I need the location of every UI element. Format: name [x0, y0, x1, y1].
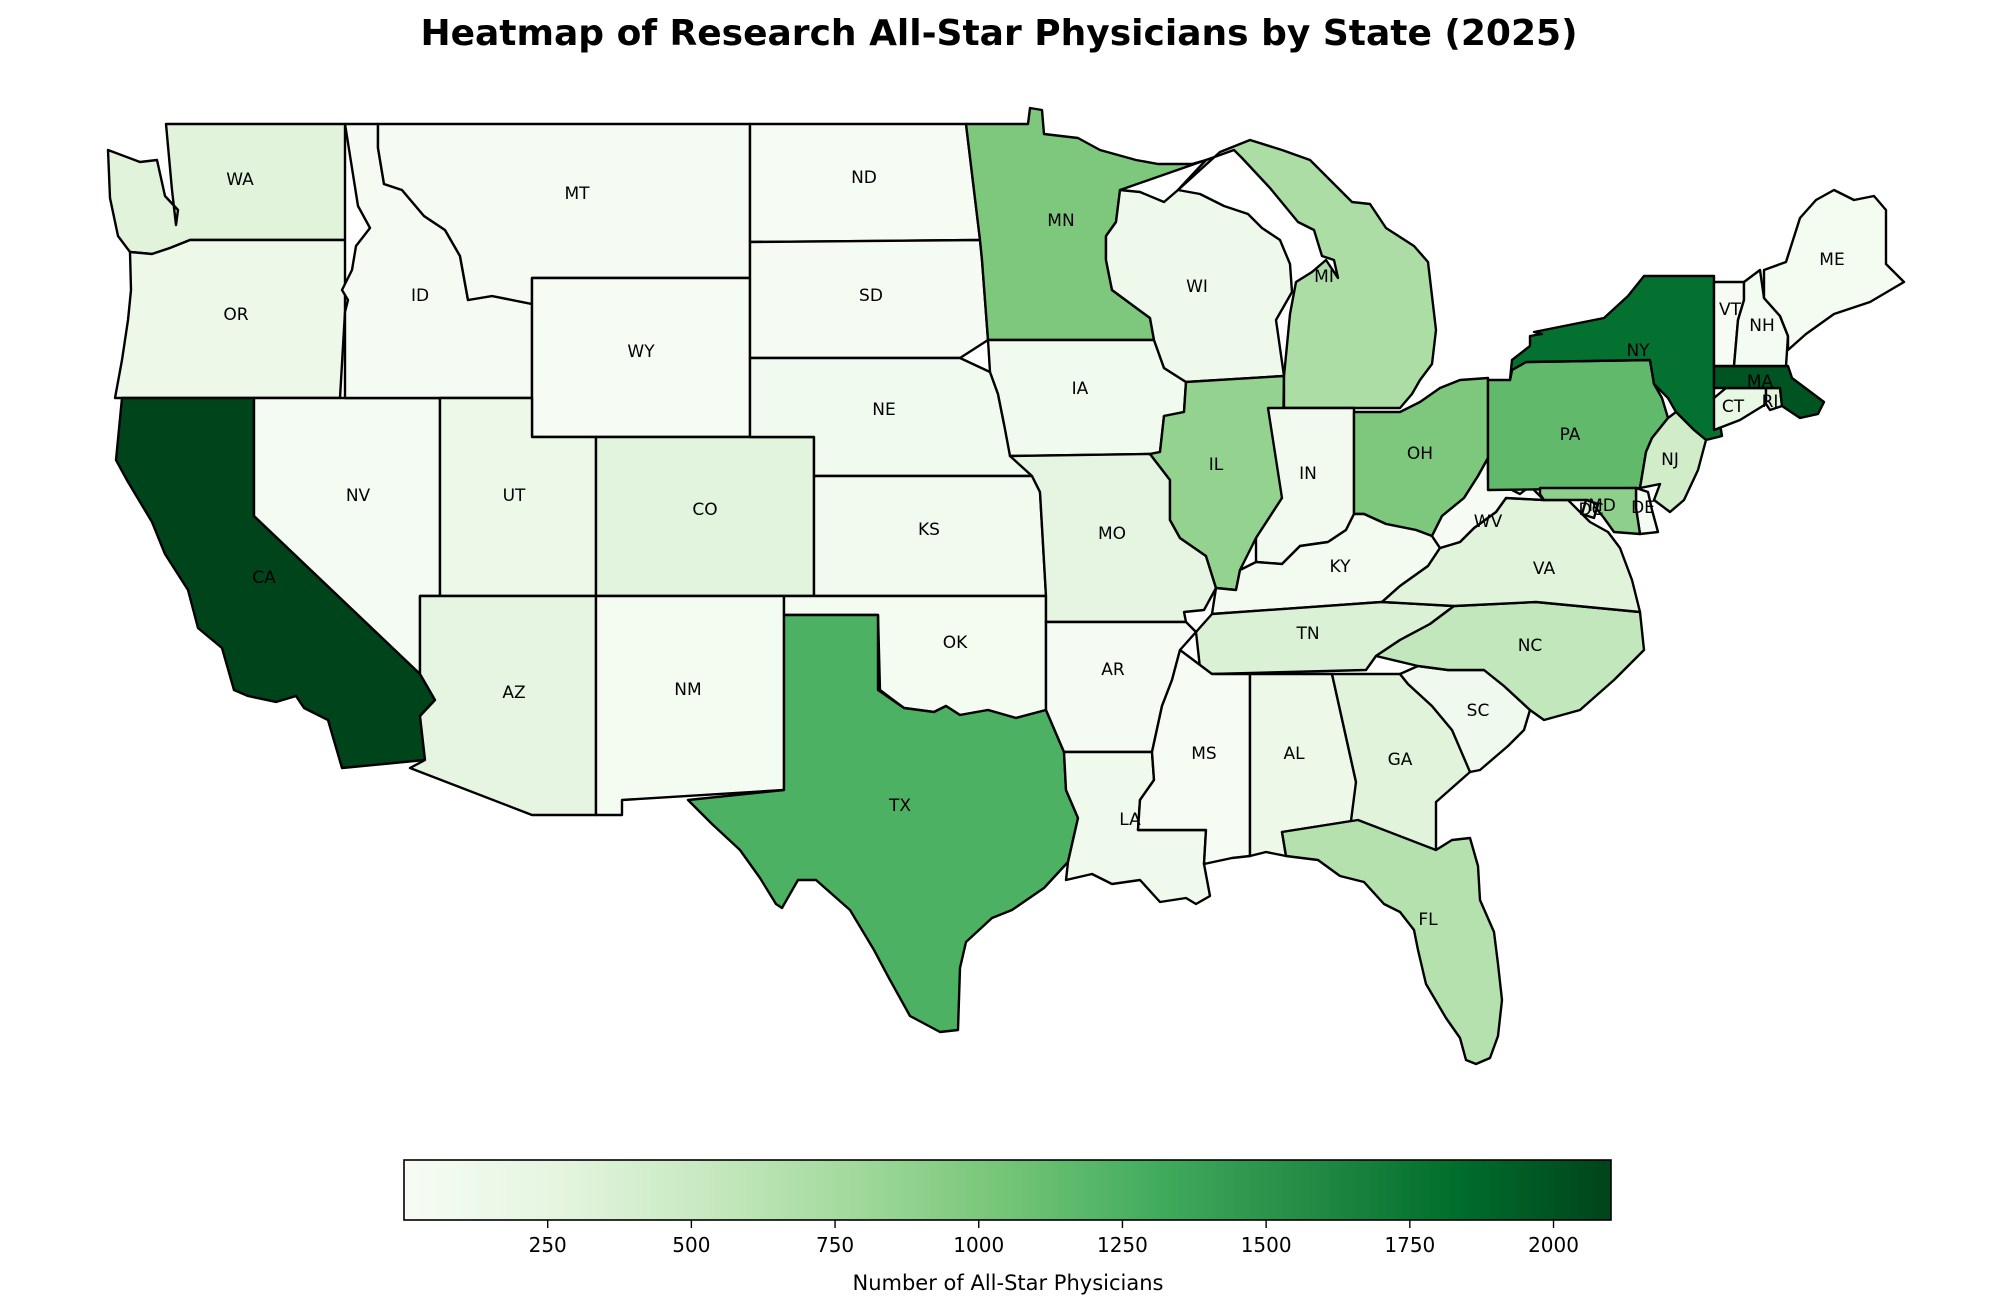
state-nh [1732, 268, 1790, 368]
state-label-dc: DC [1579, 500, 1604, 520]
state-label-ca: CA [252, 568, 276, 588]
colorbar-tick-label: 500 [672, 1233, 710, 1257]
state-dc [1580, 498, 1600, 520]
state-label-ct: CT [1722, 397, 1745, 417]
state-label-al: AL [1283, 744, 1305, 764]
state-nm [594, 594, 786, 817]
state-label-mi: MI [1314, 267, 1334, 287]
colorbar-tick-label: 1000 [953, 1233, 1004, 1257]
state-or [113, 238, 347, 400]
state-label-ky: KY [1330, 557, 1352, 577]
state-label-nm: NM [674, 680, 701, 700]
state-label-nh: NH [1749, 316, 1775, 336]
state-label-nv: NV [346, 486, 371, 506]
state-label-ga: GA [1388, 750, 1413, 770]
colorbar-tick-label: 1750 [1384, 1233, 1435, 1257]
state-label-va: VA [1533, 559, 1556, 579]
colorbar-tick-label: 1500 [1241, 1233, 1292, 1257]
state-label-de: DE [1631, 498, 1655, 518]
states-layer [106, 106, 1906, 1066]
state-ma [1712, 364, 1826, 420]
state-md [1538, 486, 1642, 536]
state-label-sc: SC [1467, 701, 1490, 721]
state-label-ks: KS [918, 520, 940, 540]
state-label-sd: SD [859, 286, 883, 306]
state-label-il: IL [1209, 455, 1224, 475]
state-wi [1104, 188, 1294, 384]
state-label-me: ME [1819, 250, 1844, 270]
state-label-co: CO [692, 500, 717, 520]
state-label-mt: MT [564, 184, 590, 204]
state-label-ms: MS [1191, 744, 1216, 764]
state-label-or: OR [223, 305, 248, 325]
state-label-ri: RI [1762, 392, 1779, 412]
colorbar-tick-label: 2000 [1528, 1233, 1579, 1257]
state-label-ny: NY [1626, 341, 1650, 361]
state-label-wa: WA [226, 170, 254, 190]
colorbar-label: Number of All-Star Physicians [853, 1271, 1164, 1295]
chart-title: Heatmap of Research All-Star Physicians … [420, 13, 1577, 54]
state-label-nd: ND [851, 168, 877, 188]
state-tx [686, 613, 1080, 1034]
colorbar-tick-label: 250 [529, 1233, 567, 1257]
state-label-ne: NE [872, 400, 895, 420]
state-label-nj: NJ [1661, 450, 1679, 470]
state-label-ok: OK [943, 633, 968, 653]
colorbar: 250 500 750 1000 1250 1500 1750 2000 Number of … [403, 1159, 1612, 1295]
state-label-wi: WI [1186, 277, 1208, 297]
state-label-in: IN [1299, 464, 1317, 484]
state-label-ut: UT [503, 486, 526, 506]
state-fl [1280, 818, 1504, 1066]
colorbar-ticks: 250 500 750 1000 1250 1500 1750 2000 [529, 1220, 1579, 1257]
state-ms [1136, 648, 1252, 866]
state-az [408, 594, 598, 817]
state-label-ia: IA [1072, 379, 1089, 399]
colorbar-tick-label: 1250 [1097, 1233, 1148, 1257]
state-label-mo: MO [1098, 524, 1126, 544]
state-label-oh: OH [1407, 444, 1433, 464]
state-me [1762, 188, 1906, 352]
state-labels-layer: WA OR CA NV ID MT WY UT AZ CO NM ND SD NE KS OK TX MN IA MO… [223, 168, 1844, 930]
state-label-vt: VT [1719, 300, 1742, 320]
state-label-md: MD [1588, 496, 1616, 516]
state-label-az: AZ [502, 683, 525, 703]
state-label-tn: TN [1295, 624, 1319, 644]
colorbar-gradient [403, 1159, 1612, 1221]
state-label-ar: AR [1101, 660, 1125, 680]
state-label-wv: WV [1474, 512, 1503, 532]
state-label-nc: NC [1518, 636, 1543, 656]
state-nj [1638, 410, 1708, 514]
state-label-mn: MN [1047, 211, 1074, 231]
state-label-wy: WY [627, 342, 655, 362]
colorbar-tick-label: 750 [816, 1233, 854, 1257]
state-nc [1374, 600, 1646, 722]
state-label-la: LA [1119, 810, 1141, 830]
state-label-id: ID [411, 286, 429, 306]
state-label-fl: FL [1418, 910, 1438, 930]
state-label-tx: TX [888, 796, 911, 816]
state-label-ma: MA [1747, 372, 1774, 392]
state-label-pa: PA [1560, 425, 1581, 445]
